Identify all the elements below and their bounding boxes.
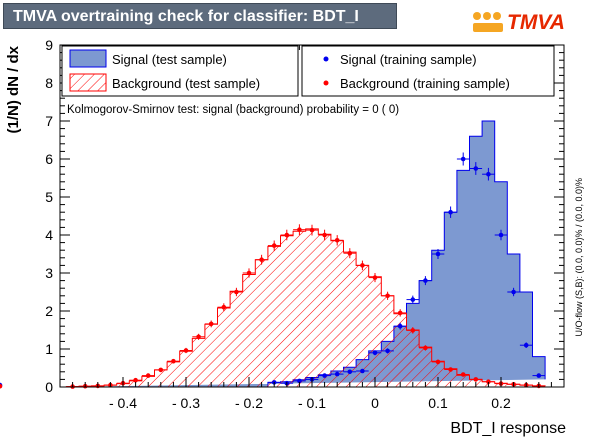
signal-training-point bbox=[523, 342, 529, 348]
background-training-point bbox=[473, 377, 479, 382]
legend-label-background-training: Background (training sample) bbox=[340, 76, 510, 91]
background-training-point bbox=[309, 227, 315, 233]
signal-training-point bbox=[460, 156, 466, 162]
background-training-point bbox=[297, 227, 302, 232]
signal-training-point bbox=[423, 278, 428, 283]
legend-box-right bbox=[301, 45, 555, 97]
y-tick-label: 3 bbox=[45, 265, 53, 281]
background-training-point bbox=[397, 310, 403, 316]
background-training-point bbox=[448, 367, 453, 372]
background-training-point bbox=[221, 304, 227, 310]
background-training-point bbox=[259, 257, 264, 263]
background-training-point bbox=[145, 373, 151, 378]
x-tick-label: - 0.2 bbox=[235, 395, 263, 411]
legend-label-signal-test: Signal (test sample) bbox=[112, 52, 227, 67]
y-tick-label: 2 bbox=[45, 303, 53, 319]
background-training-point bbox=[360, 263, 365, 268]
background-training-point bbox=[423, 345, 428, 351]
y-tick-label: 5 bbox=[45, 189, 53, 205]
x-tick-label: 0.2 bbox=[491, 395, 511, 411]
signal-training-point bbox=[385, 348, 390, 354]
background-training-point bbox=[246, 270, 252, 276]
background-training-point bbox=[347, 250, 353, 256]
tmva-logo: TMVA bbox=[507, 11, 565, 34]
legend-swatch-signal-test bbox=[69, 49, 107, 68]
legend: Signal (test sample) Background (test sa… bbox=[61, 45, 555, 97]
signal-training-point bbox=[360, 368, 365, 374]
background-training-point bbox=[196, 334, 201, 340]
y-tick-label: 8 bbox=[45, 75, 53, 91]
background-training-point bbox=[334, 238, 340, 243]
signal-training-point bbox=[347, 369, 353, 375]
signal-training-point bbox=[448, 209, 453, 215]
background-training-point bbox=[435, 359, 441, 365]
tmva-logo-icon bbox=[473, 12, 503, 32]
background-training-point bbox=[322, 232, 327, 238]
background-training-point bbox=[486, 379, 491, 385]
background-training-point bbox=[0, 383, 3, 389]
title-bar: TMVA overtraining check for classifier: … bbox=[3, 3, 397, 29]
background-training-point bbox=[271, 243, 277, 248]
x-tick-label: 0.1 bbox=[428, 395, 448, 411]
ks-test-annotation: Kolmogorov-Smirnov test: signal (backgro… bbox=[67, 104, 399, 116]
legend-marker-signal-training bbox=[323, 56, 329, 62]
background-training-point bbox=[372, 275, 378, 280]
background-training-point bbox=[284, 232, 290, 238]
background-training-point bbox=[460, 372, 466, 377]
overflow-annotation: U/O-flow (S,B): (0.0, 0.0)% / (0.0, 0.0)… bbox=[574, 178, 584, 337]
signal-training-point bbox=[498, 232, 504, 238]
legend-marker-background-training bbox=[323, 80, 329, 86]
signal-training-point bbox=[486, 171, 491, 177]
signal-training-point bbox=[473, 166, 479, 171]
y-tick-label: 9 bbox=[45, 37, 53, 53]
legend-label-background-test: Background (test sample) bbox=[112, 76, 260, 91]
y-axis-label: (1/N) dN / dx bbox=[5, 45, 22, 133]
signal-training-point bbox=[435, 251, 441, 257]
legend-label-signal-training: Signal (training sample) bbox=[340, 52, 477, 67]
signal-training-point bbox=[536, 373, 542, 378]
x-axis-label: BDT_I response bbox=[450, 420, 566, 437]
x-tick-label: 0 bbox=[371, 395, 379, 411]
y-tick-label: 6 bbox=[45, 151, 53, 167]
signal-training-point bbox=[397, 323, 403, 329]
background-training-point bbox=[208, 321, 214, 327]
background-training-point bbox=[133, 377, 138, 383]
signal-training-point bbox=[334, 371, 340, 377]
y-tick-label: 4 bbox=[45, 227, 53, 243]
background-training-point bbox=[183, 348, 189, 353]
background-training-point bbox=[171, 358, 176, 364]
chart-title: TMVA overtraining check for classifier: … bbox=[13, 8, 359, 25]
background-training-point bbox=[410, 328, 416, 333]
x-tick-label: - 0.4 bbox=[109, 395, 137, 411]
background-training-point bbox=[158, 367, 164, 373]
legend-swatch-background-test bbox=[69, 73, 107, 92]
background-training-point bbox=[385, 293, 390, 299]
signal-training-point bbox=[372, 350, 378, 356]
signal-training-point bbox=[410, 297, 416, 302]
y-tick-label: 0 bbox=[45, 379, 53, 395]
y-tick-label: 1 bbox=[45, 341, 53, 357]
signal-training-point bbox=[511, 289, 516, 295]
x-tick-label: - 0.3 bbox=[172, 395, 200, 411]
x-tick-label: - 0.1 bbox=[298, 395, 326, 411]
signal-training-point bbox=[322, 373, 327, 378]
signal-training-point bbox=[297, 378, 302, 384]
background-training-point bbox=[234, 289, 239, 295]
y-tick-label: 7 bbox=[45, 113, 53, 129]
